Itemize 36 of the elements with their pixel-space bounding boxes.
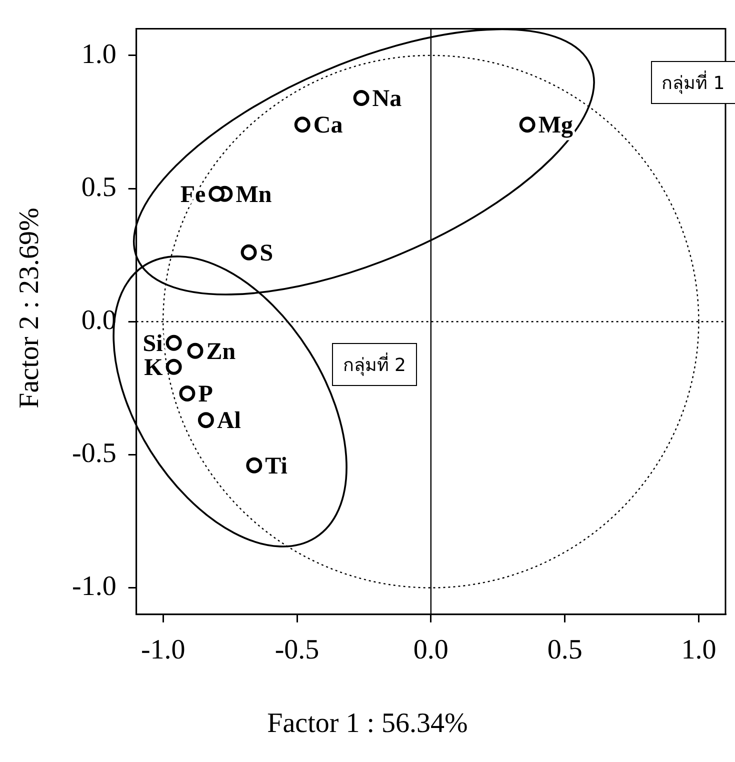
annotation: กลุ่มที่ 2 — [332, 342, 417, 386]
point — [166, 358, 182, 375]
point — [187, 342, 204, 359]
series-label: Al — [216, 408, 242, 434]
x-axis-title: Factor 1 : 56.34% — [266, 708, 469, 740]
series-label: Mn — [236, 182, 272, 208]
series-label: Fe — [180, 182, 206, 208]
point — [519, 116, 536, 133]
series-label: S — [260, 240, 274, 266]
y-tick-label: -1.0 — [72, 571, 116, 602]
y-tick-label: 1.0 — [81, 38, 116, 70]
series-label: Mg — [538, 112, 573, 139]
series-label: P — [198, 381, 213, 408]
point — [179, 385, 196, 402]
y-tick-label: 0.5 — [81, 172, 116, 203]
x-tick-label: 0.0 — [413, 634, 448, 666]
series-label: Si — [142, 330, 164, 357]
point — [246, 457, 262, 474]
series-label: Ca — [313, 112, 343, 139]
point — [240, 244, 257, 260]
point — [166, 334, 182, 351]
point — [198, 412, 214, 428]
point — [294, 116, 310, 133]
point — [208, 186, 225, 202]
x-tick-label: 0.5 — [547, 634, 582, 666]
point — [353, 90, 370, 106]
series-label: Na — [372, 86, 402, 112]
x-tick-label: 1.0 — [681, 634, 716, 666]
series-label: Ti — [265, 453, 288, 480]
x-tick-label: -0.5 — [274, 634, 320, 666]
x-tick-label: -1.0 — [140, 634, 186, 666]
y-axis-title: Factor 2 : 23.69% — [14, 206, 46, 410]
series-label: K — [144, 354, 164, 381]
series-label: Zn — [206, 338, 236, 365]
y-tick-label: -0.5 — [72, 438, 116, 470]
annotation: กลุ่มที่ 1 — [650, 60, 735, 104]
